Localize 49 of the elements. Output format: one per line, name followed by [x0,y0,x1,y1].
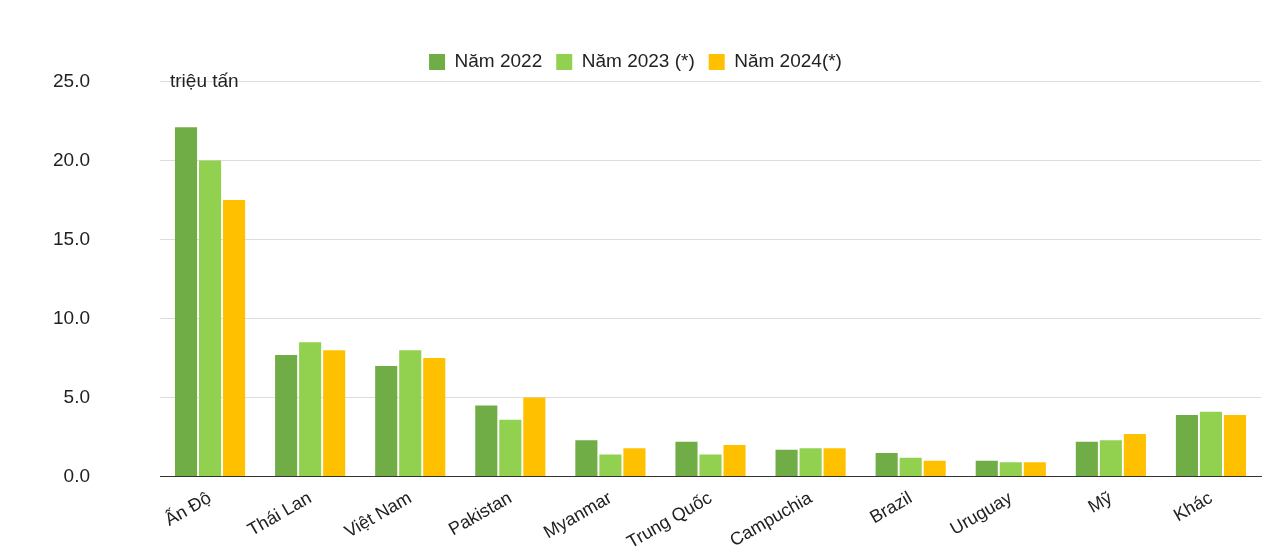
bar [799,448,822,477]
y-tick-label: 0.0 [63,464,90,486]
x-tick-label: Việt Nam [340,487,415,542]
bar [423,358,446,477]
bar [323,350,346,477]
x-tick-label: Trung Quốc [623,487,715,552]
bar [399,350,422,477]
bar [299,342,322,477]
bar [1075,441,1098,477]
bar [1023,462,1046,477]
y-tick-label: 10.0 [53,306,90,328]
bar [699,454,722,477]
bar [775,449,798,477]
bar [375,365,398,477]
legend-label: Năm 2022 [454,50,543,72]
bar [475,405,498,477]
x-tick-label: Mỹ [1084,487,1116,517]
y-tick-label: 25.0 [53,69,90,91]
bar [723,444,746,477]
bar [523,397,546,477]
x-tick-label: Khác [1169,487,1216,526]
x-tick-label: Thái Lan [244,487,315,540]
y-tick-label: 5.0 [63,385,90,407]
bar [575,440,598,477]
bar [275,354,298,477]
bar [1223,414,1247,477]
bar [823,448,846,477]
bar [875,452,898,477]
bar [999,462,1022,477]
y-axis-title: triệu tấn [170,69,239,91]
bar [1099,440,1122,477]
bar [599,454,622,477]
bar [675,441,698,477]
y-tick-label: 15.0 [53,227,90,249]
bar [199,160,222,477]
y-tick-label: 20.0 [53,148,90,170]
bar [1175,414,1198,477]
x-tick-label: Ấn Độ [160,486,215,530]
legend-label: Năm 2023 (*) [581,50,695,72]
legend-label: Năm 2024(*) [734,50,842,72]
bar [923,460,946,477]
bar [899,457,922,477]
bar [1123,433,1146,477]
bar [174,127,198,477]
bar [1199,411,1223,477]
bar [223,199,246,477]
bar [499,419,522,477]
bar [975,460,998,477]
bar [623,448,646,477]
